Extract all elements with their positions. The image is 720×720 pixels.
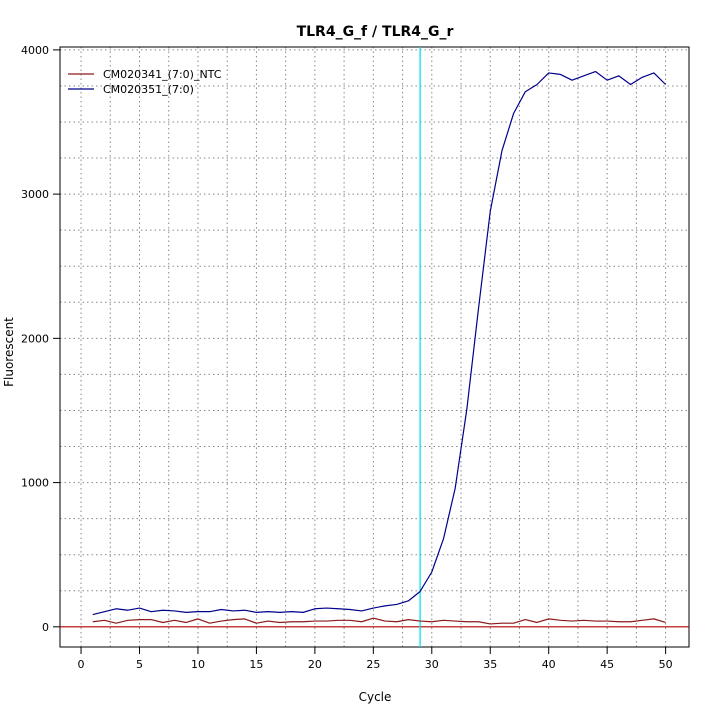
legend: CM020341_(7:0)_NTC CM020351_(7:0) xyxy=(68,68,222,96)
x-tick-label: 25 xyxy=(366,658,380,671)
grid-lines xyxy=(60,47,689,647)
y-axis: 0 1000 2000 3000 4000 xyxy=(21,44,60,634)
legend-label: CM020351_(7:0) xyxy=(103,83,194,96)
x-tick-label: 20 xyxy=(308,658,322,671)
y-tick-label: 3000 xyxy=(21,188,49,201)
x-tick-label: 40 xyxy=(542,658,556,671)
y-tick-label: 1000 xyxy=(21,477,49,490)
series-layer xyxy=(92,70,667,625)
x-tick-label: 45 xyxy=(600,658,614,671)
x-tick-label: 30 xyxy=(425,658,439,671)
series-line-2 xyxy=(92,70,667,616)
x-tick-label: 5 xyxy=(136,658,143,671)
x-tick-label: 50 xyxy=(659,658,673,671)
x-tick-label: 15 xyxy=(249,658,263,671)
x-tick-label: 0 xyxy=(78,658,85,671)
x-axis: 0 5 10 15 20 25 30 35 40 45 50 xyxy=(78,647,673,671)
y-tick-label: 2000 xyxy=(21,332,49,345)
y-tick-label: 0 xyxy=(42,621,49,634)
plot-frame xyxy=(59,46,690,648)
x-tick-label: 10 xyxy=(191,658,205,671)
y-axis-label: Fluorescent xyxy=(2,317,16,387)
x-axis-label: Cycle xyxy=(359,690,392,704)
x-tick-label: 35 xyxy=(483,658,497,671)
chart-title: TLR4_G_f / TLR4_G_r xyxy=(297,24,454,40)
series-line-1 xyxy=(92,617,666,625)
legend-label: CM020341_(7:0)_NTC xyxy=(103,68,222,81)
y-tick-label: 4000 xyxy=(21,44,49,57)
